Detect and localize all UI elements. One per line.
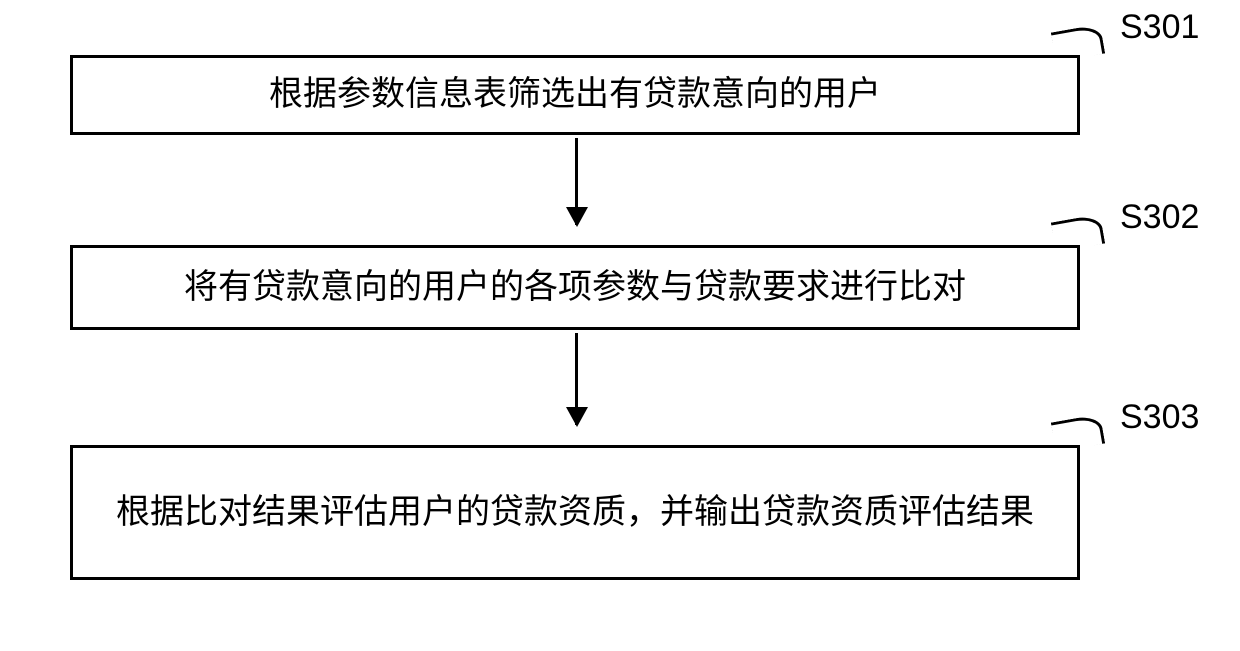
label-connector [1051,24,1105,62]
step-label: S302 [1120,198,1199,237]
label-connector [1051,414,1105,452]
step-label: S303 [1120,398,1199,437]
flowchart-arrow [575,138,578,225]
flowchart-step-box: 根据比对结果评估用户的贷款资质，并输出贷款资质评估结果 [70,445,1080,580]
flowchart-container: 根据参数信息表筛选出有贷款意向的用户 S301 将有贷款意向的用户的各项参数与贷… [0,0,1240,651]
step-label: S301 [1120,8,1199,47]
step-text: 根据参数信息表筛选出有贷款意向的用户 [269,71,881,119]
flowchart-step-box: 将有贷款意向的用户的各项参数与贷款要求进行比对 [70,245,1080,330]
label-connector [1051,214,1105,252]
step-text: 根据比对结果评估用户的贷款资质，并输出贷款资质评估结果 [116,489,1034,537]
flowchart-arrow [575,333,578,425]
step-text: 将有贷款意向的用户的各项参数与贷款要求进行比对 [184,264,966,312]
flowchart-step-box: 根据参数信息表筛选出有贷款意向的用户 [70,55,1080,135]
